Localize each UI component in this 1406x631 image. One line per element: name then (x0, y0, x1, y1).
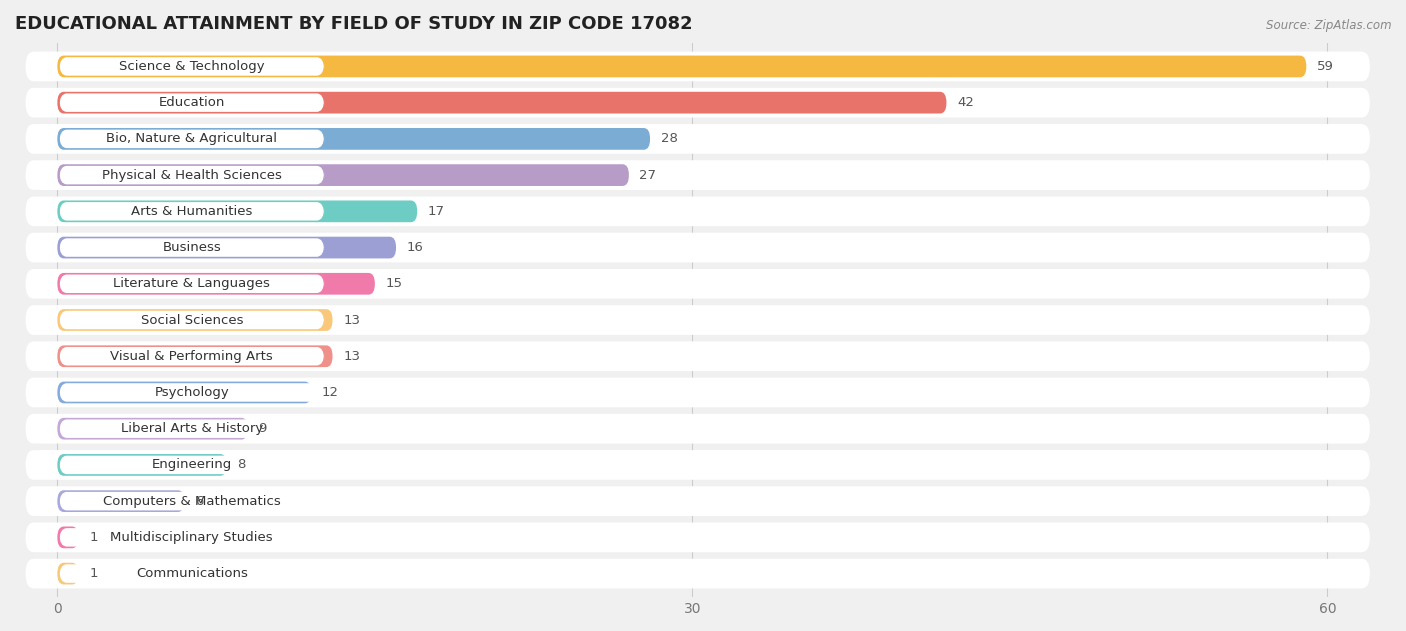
FancyBboxPatch shape (58, 164, 628, 186)
Text: Social Sciences: Social Sciences (141, 314, 243, 326)
Text: 12: 12 (322, 386, 339, 399)
Text: 17: 17 (427, 205, 444, 218)
Text: Engineering: Engineering (152, 458, 232, 471)
FancyBboxPatch shape (58, 345, 333, 367)
Text: Visual & Performing Arts: Visual & Performing Arts (111, 350, 273, 363)
Text: Arts & Humanities: Arts & Humanities (131, 205, 253, 218)
FancyBboxPatch shape (25, 160, 1369, 190)
Text: Psychology: Psychology (155, 386, 229, 399)
Text: Multidisciplinary Studies: Multidisciplinary Studies (111, 531, 273, 544)
Text: 1: 1 (89, 567, 97, 580)
Text: Computers & Mathematics: Computers & Mathematics (103, 495, 281, 508)
FancyBboxPatch shape (25, 269, 1369, 298)
FancyBboxPatch shape (59, 347, 323, 365)
Text: 6: 6 (195, 495, 204, 508)
Text: 1: 1 (89, 531, 97, 544)
FancyBboxPatch shape (58, 201, 418, 222)
FancyBboxPatch shape (25, 414, 1369, 444)
FancyBboxPatch shape (58, 273, 375, 295)
FancyBboxPatch shape (59, 492, 323, 510)
Text: 13: 13 (343, 350, 360, 363)
FancyBboxPatch shape (59, 420, 323, 438)
FancyBboxPatch shape (58, 563, 79, 584)
Text: 13: 13 (343, 314, 360, 326)
Text: 16: 16 (406, 241, 423, 254)
FancyBboxPatch shape (59, 528, 323, 546)
Text: EDUCATIONAL ATTAINMENT BY FIELD OF STUDY IN ZIP CODE 17082: EDUCATIONAL ATTAINMENT BY FIELD OF STUDY… (15, 15, 693, 33)
FancyBboxPatch shape (59, 311, 323, 329)
Text: Liberal Arts & History: Liberal Arts & History (121, 422, 263, 435)
FancyBboxPatch shape (25, 196, 1369, 226)
FancyBboxPatch shape (58, 309, 333, 331)
FancyBboxPatch shape (58, 91, 946, 114)
Text: Literature & Languages: Literature & Languages (114, 277, 270, 290)
Text: 8: 8 (238, 458, 246, 471)
FancyBboxPatch shape (25, 450, 1369, 480)
FancyBboxPatch shape (25, 305, 1369, 335)
FancyBboxPatch shape (25, 522, 1369, 552)
FancyBboxPatch shape (25, 52, 1369, 81)
Text: Source: ZipAtlas.com: Source: ZipAtlas.com (1267, 19, 1392, 32)
FancyBboxPatch shape (25, 558, 1369, 589)
FancyBboxPatch shape (59, 93, 323, 112)
Text: Bio, Nature & Agricultural: Bio, Nature & Agricultural (107, 133, 277, 145)
Text: 15: 15 (385, 277, 402, 290)
FancyBboxPatch shape (59, 383, 323, 402)
FancyBboxPatch shape (59, 166, 323, 184)
FancyBboxPatch shape (59, 456, 323, 474)
Text: 9: 9 (259, 422, 267, 435)
FancyBboxPatch shape (58, 454, 226, 476)
FancyBboxPatch shape (58, 526, 79, 548)
FancyBboxPatch shape (25, 88, 1369, 117)
FancyBboxPatch shape (25, 233, 1369, 262)
FancyBboxPatch shape (59, 564, 323, 583)
FancyBboxPatch shape (58, 56, 1306, 78)
FancyBboxPatch shape (59, 274, 323, 293)
Text: Business: Business (162, 241, 221, 254)
FancyBboxPatch shape (59, 239, 323, 257)
FancyBboxPatch shape (58, 490, 184, 512)
FancyBboxPatch shape (59, 57, 323, 76)
Text: Education: Education (159, 96, 225, 109)
FancyBboxPatch shape (25, 377, 1369, 408)
FancyBboxPatch shape (25, 341, 1369, 371)
FancyBboxPatch shape (59, 202, 323, 221)
Text: 42: 42 (957, 96, 974, 109)
Text: Communications: Communications (136, 567, 247, 580)
FancyBboxPatch shape (25, 124, 1369, 154)
FancyBboxPatch shape (58, 418, 247, 440)
FancyBboxPatch shape (25, 487, 1369, 516)
Text: Science & Technology: Science & Technology (120, 60, 264, 73)
Text: 27: 27 (640, 168, 657, 182)
Text: Physical & Health Sciences: Physical & Health Sciences (101, 168, 281, 182)
Text: 59: 59 (1317, 60, 1334, 73)
FancyBboxPatch shape (58, 237, 396, 259)
FancyBboxPatch shape (58, 128, 650, 150)
FancyBboxPatch shape (58, 382, 311, 403)
FancyBboxPatch shape (59, 129, 323, 148)
Text: 28: 28 (661, 133, 678, 145)
